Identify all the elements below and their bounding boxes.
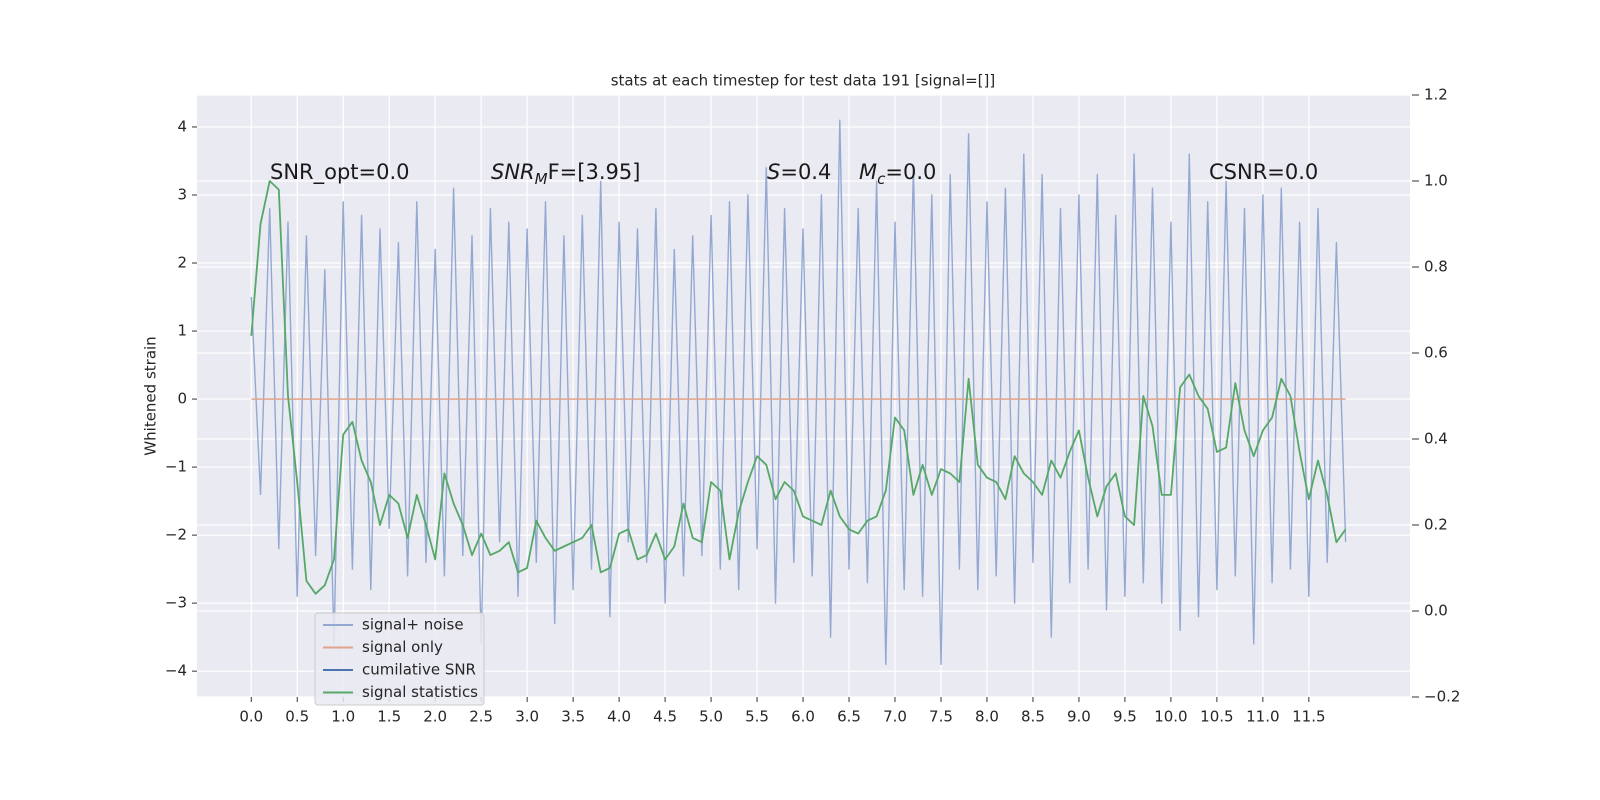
legend-label: signal+ noise [362,616,464,634]
y2-tick-label: 0.8 [1424,258,1448,276]
x-tick-label: 9.5 [1113,708,1137,726]
annotation: Mc=0.0 [859,160,936,188]
x-tick-label: 6.5 [837,708,861,726]
y2-tick-label: 0.6 [1424,344,1448,362]
x-tick-label: 8.5 [1021,708,1045,726]
y-tick-label: 3 [177,185,187,203]
x-tick-label: 3.5 [561,708,585,726]
annotation-main: M [859,160,877,184]
x-tick-label: 0.0 [239,708,263,726]
x-tick-label: 6.0 [791,708,815,726]
y-tick-label: −2 [165,526,187,544]
y-tick-label: −4 [165,662,187,680]
annotation-tail: =0.4 [780,160,831,184]
x-tick-label: 0.5 [285,708,309,726]
x-tick-label: 1.0 [331,708,355,726]
y2-tick-label: 1.2 [1424,86,1448,104]
legend-box [314,612,485,706]
x-tick-label: 5.5 [745,708,769,726]
annotation-sub: c [877,170,886,188]
x-tick-label: 5.0 [699,708,723,726]
legend-label: cumilative SNR [362,661,476,679]
x-tick-label: 8.0 [975,708,999,726]
y2-tick-label: 1.0 [1424,172,1448,190]
y2-tick-label: −0.2 [1424,688,1460,706]
legend-label: signal only [362,638,443,656]
annotation: S=0.4 [767,160,831,184]
y-tick-label: −1 [165,458,187,476]
legend: signal+ noise signal only cumilative SNR si… [314,612,485,706]
x-tick-label: 1.5 [377,708,401,726]
x-tick-label: 11.5 [1292,708,1325,726]
ticks: 0.0 0.5 1.0 1.5 2.0 2.5 3.0 3.5 4.0 4.5 5.0 5.5 6.0 6… [165,86,1461,726]
x-tick-label: 7.0 [883,708,907,726]
x-tick-label: 2.5 [469,708,493,726]
x-tick-label: 7.5 [929,708,953,726]
x-tick-label: 3.0 [515,708,539,726]
series-line [250,119,1347,665]
annotation-tail: F=[3.95] [548,160,641,184]
annotation-main: S [767,160,780,184]
annotation-main: SNR [491,160,535,184]
y-tick-label: 0 [177,390,187,408]
y2-tick-label: 0.0 [1424,602,1448,620]
annotation-sub: M [535,170,548,188]
annotation-main: CSNR=0.0 [1209,160,1318,184]
x-tick-label: 11.0 [1246,708,1279,726]
annotation-main: SNR_opt=0.0 [270,160,410,185]
y-tick-label: 2 [177,254,187,272]
y2-tick-label: 0.2 [1424,516,1448,534]
annotation-tail: =0.0 [885,160,936,184]
annotation: CSNR=0.0 [1209,160,1318,184]
series-line [250,180,1347,595]
x-tick-label: 2.0 [423,708,447,726]
annotation: SNR_opt=0.0 [270,160,410,185]
y-tick-label: 1 [177,322,187,340]
y-axis-label: Whitened strain [142,336,160,455]
y-tick-label: −3 [165,594,187,612]
x-tick-label: 4.5 [653,708,677,726]
x-tick-label: 9.0 [1067,708,1091,726]
x-tick-label: 4.0 [607,708,631,726]
y-tick-label: 4 [177,117,187,135]
x-tick-label: 10.0 [1154,708,1187,726]
annotation: SNRMF=[3.95] [491,160,640,188]
x-tick-label: 10.5 [1200,708,1233,726]
legend-label: signal statistics [362,683,478,701]
chart-title: stats at each timestep for test data 191… [611,72,996,90]
y2-tick-label: 0.4 [1424,430,1448,448]
